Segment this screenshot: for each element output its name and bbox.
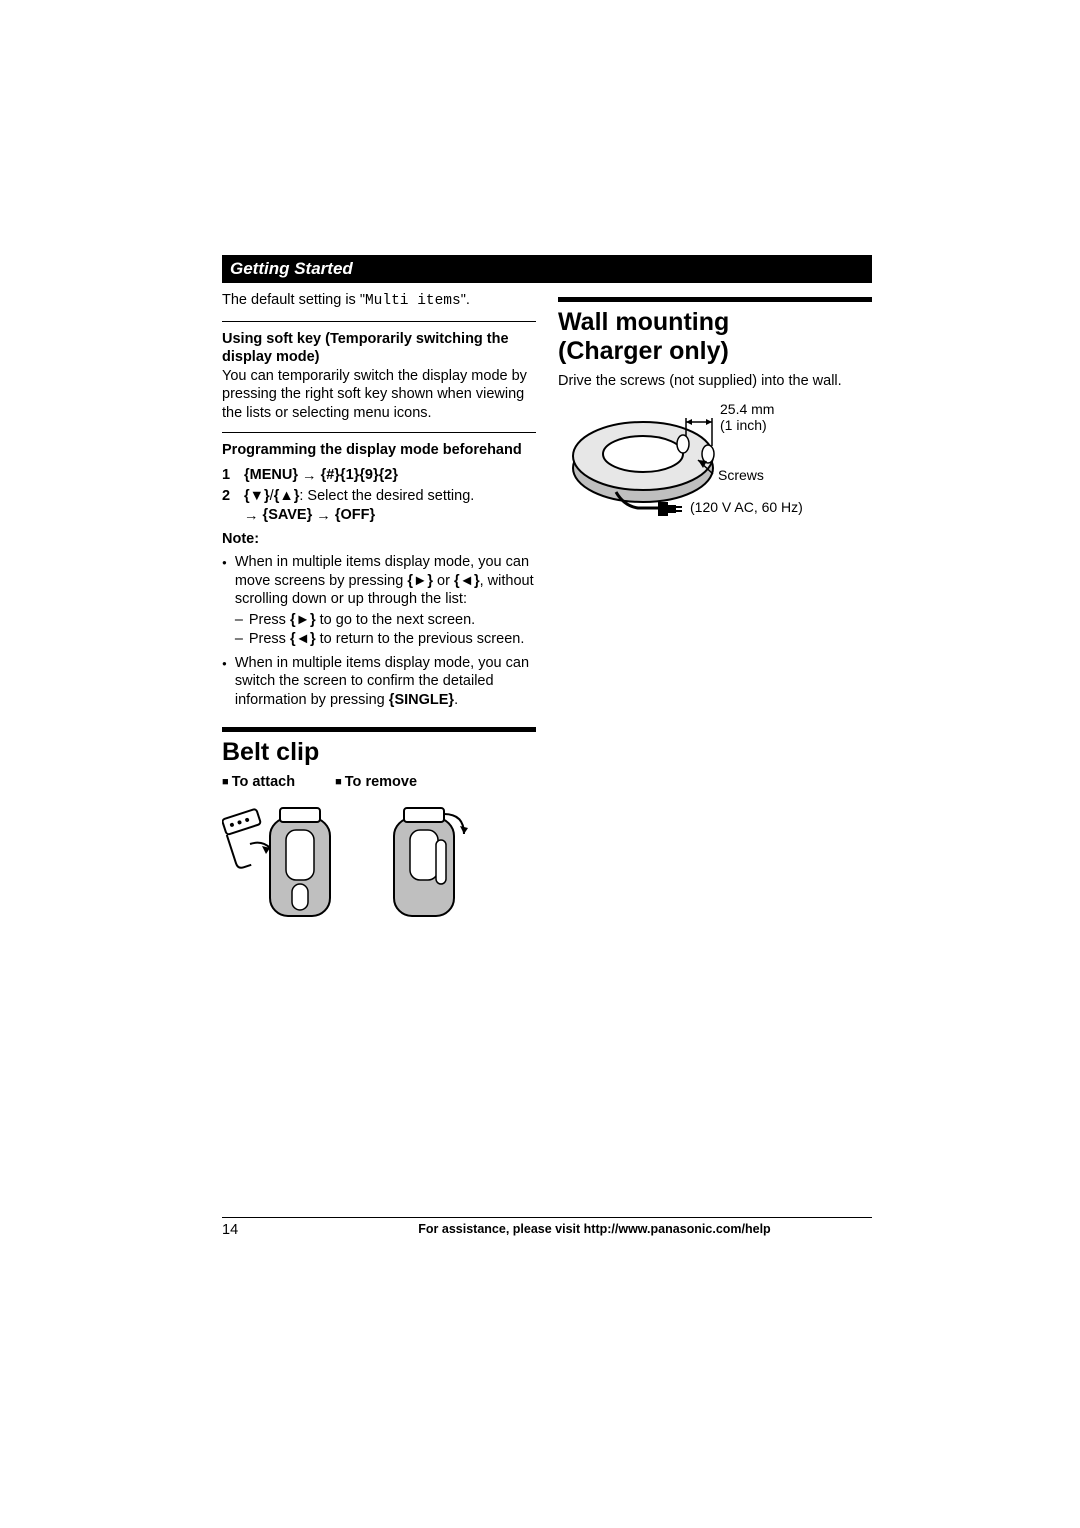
- step-list: 1 {MENU} → {#}{1}{9}{2} 2 {▼}/{▲}: Selec…: [222, 466, 536, 525]
- sub-list: Press {►} to go to the next screen. Pres…: [235, 611, 536, 649]
- right-icon: ►: [296, 612, 310, 628]
- sub-item: Press {►} to go to the next screen.: [235, 611, 536, 630]
- step-number: 1: [222, 466, 244, 485]
- section-divider: [558, 297, 872, 302]
- left-column: The default setting is "Multi items". Us…: [222, 291, 536, 920]
- note-list: When in multiple items display mode, you…: [222, 553, 536, 709]
- default-setting-prefix: The default setting is ": [222, 292, 365, 308]
- arrow-icon: →: [302, 467, 317, 486]
- note-label: Note:: [222, 530, 536, 549]
- screws-label: Screws: [718, 467, 764, 483]
- to-attach-label: To attach: [222, 773, 295, 792]
- divider: [222, 432, 536, 433]
- right-column: Wall mounting (Charger only) Drive the s…: [558, 291, 872, 920]
- down-icon: ▼: [250, 488, 264, 504]
- arrow-icon: →: [316, 507, 331, 526]
- default-setting-suffix: ".: [461, 292, 470, 308]
- dim-in: (1 inch): [720, 417, 767, 433]
- step-2: 2 {▼}/{▲}: Select the desired setting. →…: [222, 487, 536, 524]
- save-key: SAVE: [268, 507, 306, 523]
- step2-text: : Select the desired setting.: [299, 488, 474, 504]
- programming-heading: Programming the display mode beforehand: [222, 441, 536, 460]
- divider: [222, 321, 536, 322]
- menu-key: MENU: [250, 467, 293, 483]
- belt-remove-figure: [380, 800, 470, 920]
- note-item: When in multiple items display mode, you…: [222, 553, 536, 650]
- to-remove-label: To remove: [335, 773, 417, 792]
- default-setting-value: Multi items: [365, 293, 461, 309]
- note2-text: When in multiple items display mode, you…: [235, 655, 529, 708]
- off-key: OFF: [340, 507, 369, 523]
- belt-attach-figure: [222, 800, 362, 920]
- wall-mount-body: Drive the screws (not supplied) into the…: [558, 372, 872, 391]
- arrow-icon: →: [244, 507, 259, 526]
- section-title: Getting Started: [230, 259, 353, 278]
- assistance-line: For assistance, please visit http://www.…: [317, 1222, 872, 1238]
- step-1: 1 {MENU} → {#}{1}{9}{2}: [222, 466, 536, 485]
- dim-mm: 25.4 mm: [720, 401, 774, 417]
- belt-illustrations: [222, 800, 536, 920]
- note1-mid: or: [433, 573, 454, 589]
- single-key: SINGLE: [394, 692, 448, 708]
- softkey-body: You can temporarily switch the display m…: [222, 367, 536, 423]
- belt-clip-title: Belt clip: [222, 738, 536, 767]
- softkey-heading: Using soft key (Temporarily switching th…: [222, 330, 536, 367]
- sub-item: Press {◄} to return to the previous scre…: [235, 630, 536, 649]
- wall-mount-figure: 25.4 mm (1 inch) Screws (120 V AC, 60 Hz…: [558, 396, 858, 536]
- step-number: 2: [222, 487, 244, 524]
- up-icon: ▲: [279, 488, 293, 504]
- section-header: Getting Started: [222, 255, 872, 283]
- step-body: {▼}/{▲}: Select the desired setting. → {…: [244, 487, 536, 524]
- note-item: When in multiple items display mode, you…: [222, 654, 536, 710]
- default-setting-line: The default setting is "Multi items".: [222, 291, 536, 311]
- left-icon: ◄: [296, 631, 310, 647]
- step-body: {MENU} → {#}{1}{9}{2}: [244, 466, 536, 485]
- right-icon: ►: [413, 573, 427, 589]
- section-divider: [222, 727, 536, 732]
- belt-subheads: To attach To remove: [222, 773, 536, 792]
- wall-mount-title: Wall mounting (Charger only): [558, 308, 872, 366]
- power-label: (120 V AC, 60 Hz): [690, 499, 803, 515]
- left-icon: ◄: [460, 573, 474, 589]
- page-number: 14: [222, 1222, 317, 1238]
- page-footer: 14 For assistance, please visit http://w…: [222, 1217, 872, 1238]
